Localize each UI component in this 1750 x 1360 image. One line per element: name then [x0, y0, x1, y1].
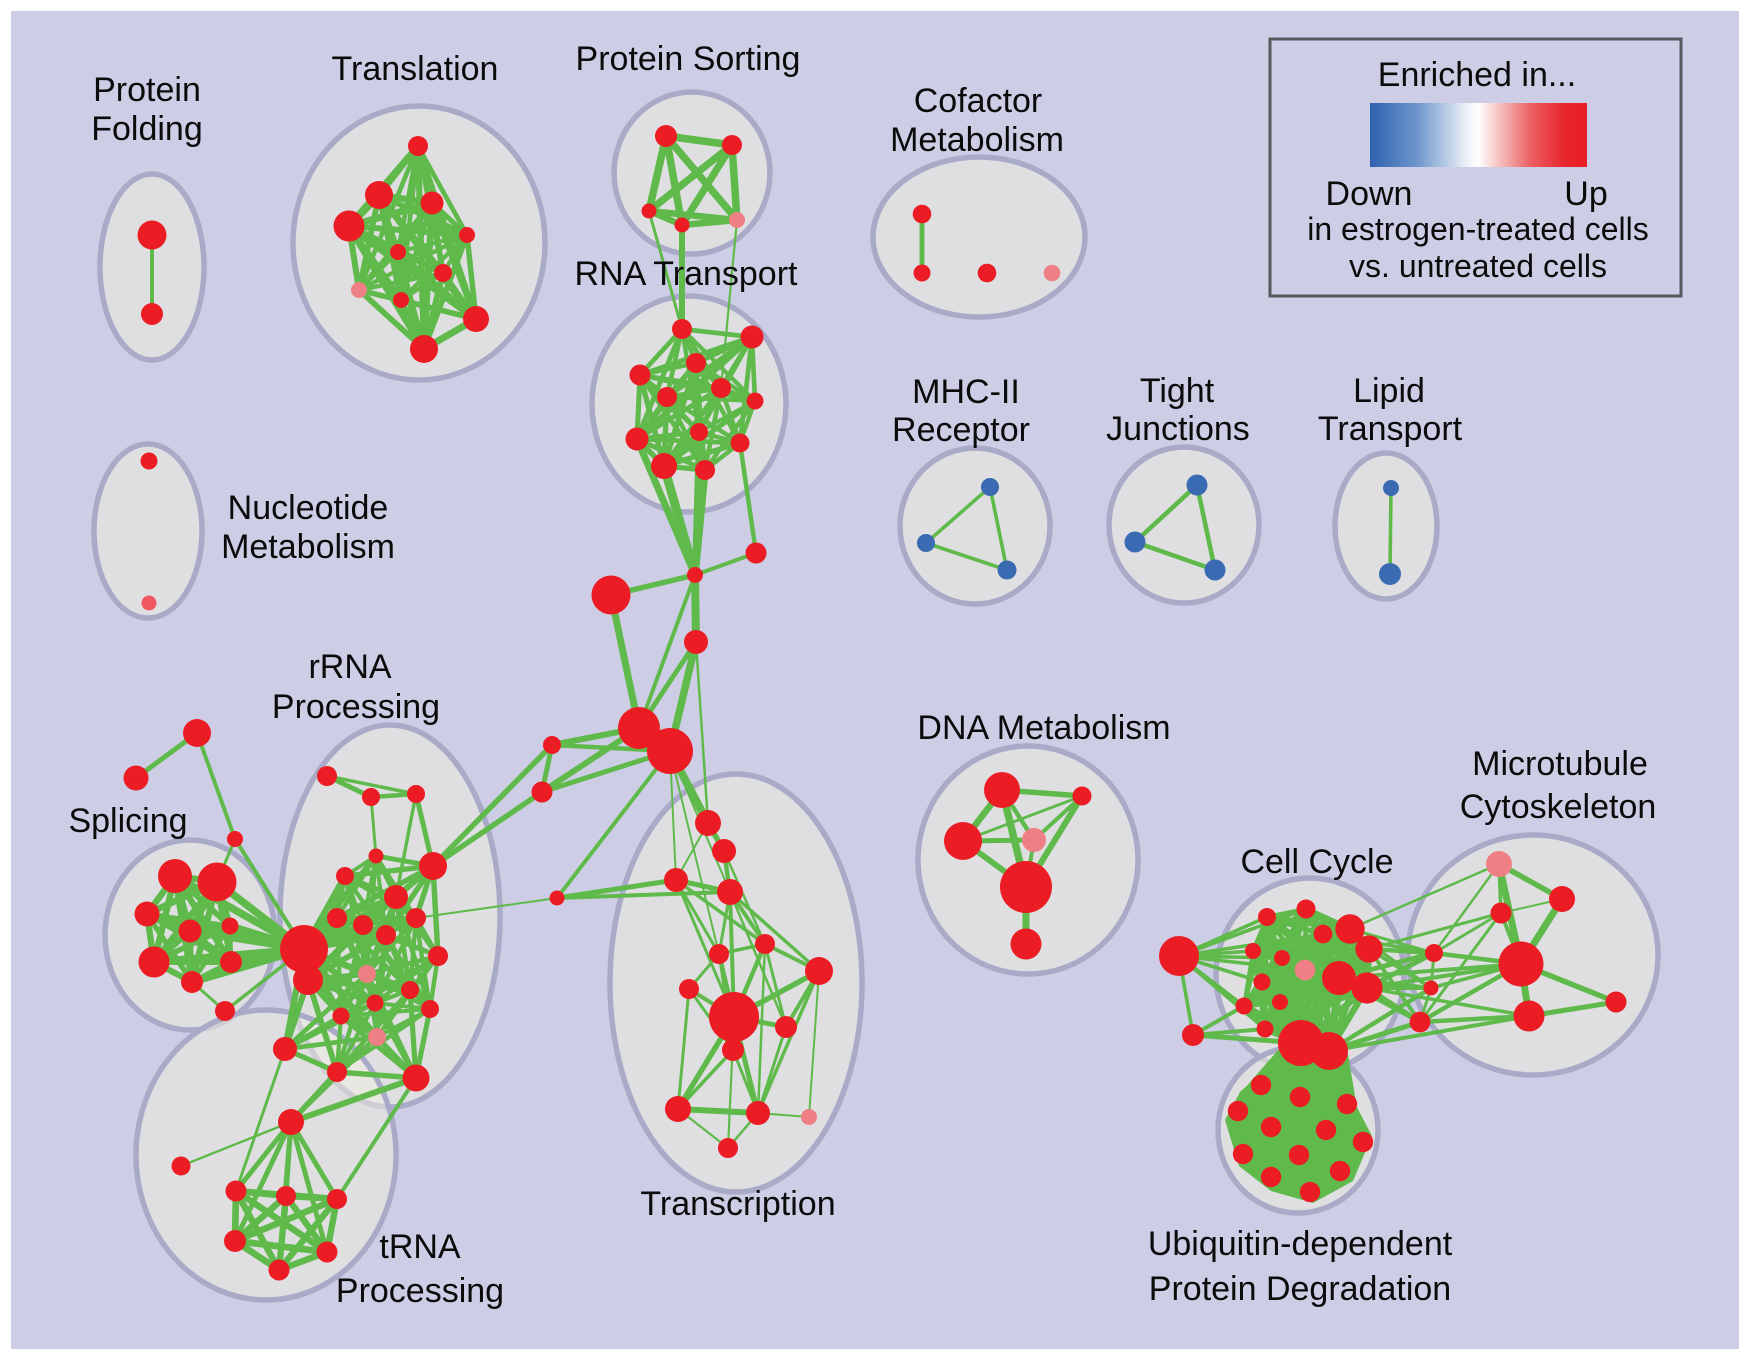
svg-text:Receptor: Receptor	[892, 411, 1030, 449]
svg-text:MHC-II: MHC-II	[912, 373, 1020, 411]
svg-text:Cofactor: Cofactor	[914, 82, 1043, 120]
svg-text:Transcription: Transcription	[640, 1185, 835, 1223]
svg-text:Tight: Tight	[1140, 372, 1215, 410]
svg-text:Enriched in...: Enriched in...	[1378, 56, 1576, 94]
svg-text:Folding: Folding	[91, 110, 203, 148]
svg-text:Nucleotide: Nucleotide	[228, 489, 389, 527]
svg-text:vs. untreated cells: vs. untreated cells	[1349, 248, 1607, 284]
svg-text:Down: Down	[1326, 175, 1413, 213]
svg-text:Microtubule: Microtubule	[1472, 745, 1648, 783]
svg-text:Junctions: Junctions	[1106, 410, 1250, 448]
svg-text:Metabolism: Metabolism	[890, 121, 1064, 159]
svg-text:rRNA: rRNA	[308, 648, 391, 686]
svg-text:Protein: Protein	[93, 71, 201, 109]
svg-text:Processing: Processing	[272, 688, 440, 726]
svg-text:Lipid: Lipid	[1353, 372, 1425, 410]
svg-text:Up: Up	[1564, 175, 1607, 213]
svg-text:Ubiquitin-dependent: Ubiquitin-dependent	[1148, 1225, 1453, 1263]
svg-text:Cytoskeleton: Cytoskeleton	[1460, 788, 1657, 826]
svg-text:Translation: Translation	[332, 50, 499, 88]
svg-text:Protein Sorting: Protein Sorting	[576, 40, 801, 78]
svg-text:Cell Cycle: Cell Cycle	[1240, 843, 1393, 881]
svg-text:Metabolism: Metabolism	[221, 528, 395, 566]
svg-text:Processing: Processing	[336, 1272, 504, 1310]
svg-text:Protein Degradation: Protein Degradation	[1149, 1270, 1451, 1308]
svg-text:DNA Metabolism: DNA Metabolism	[917, 709, 1170, 747]
svg-text:Splicing: Splicing	[68, 802, 187, 840]
svg-text:Transport: Transport	[1318, 410, 1463, 448]
svg-text:tRNA: tRNA	[379, 1228, 461, 1266]
svg-text:RNA Transport: RNA Transport	[575, 255, 799, 293]
svg-text:in estrogen-treated cells: in estrogen-treated cells	[1307, 211, 1649, 247]
